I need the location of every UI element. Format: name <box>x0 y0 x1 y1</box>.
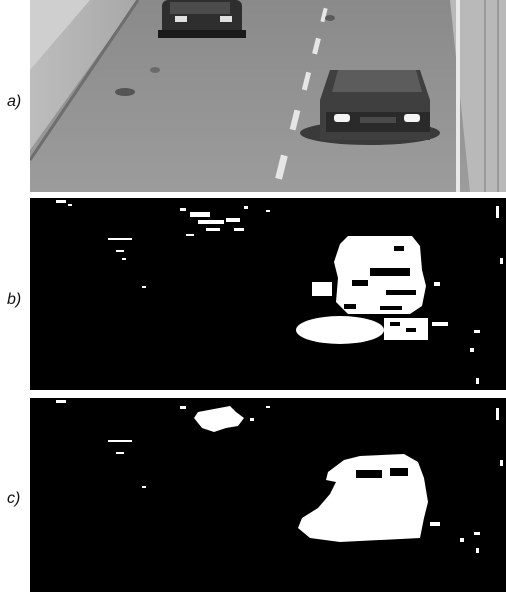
panel-c-label: c) <box>7 490 21 507</box>
binary-mask-b <box>30 198 506 390</box>
panel-b-image <box>30 198 506 390</box>
distant-car <box>158 0 246 38</box>
near-car <box>300 70 440 145</box>
right-lane-line <box>456 0 460 192</box>
left-curb <box>30 0 140 161</box>
panel-a-image <box>30 0 506 192</box>
panel-b-label: b) <box>7 291 22 308</box>
right-sidewalk <box>450 0 506 192</box>
panel-a-label: a) <box>7 93 22 110</box>
binary-mask-c <box>30 398 506 592</box>
center-dashes <box>275 7 328 180</box>
panel-c-image <box>30 398 506 592</box>
road-photo <box>30 0 506 192</box>
